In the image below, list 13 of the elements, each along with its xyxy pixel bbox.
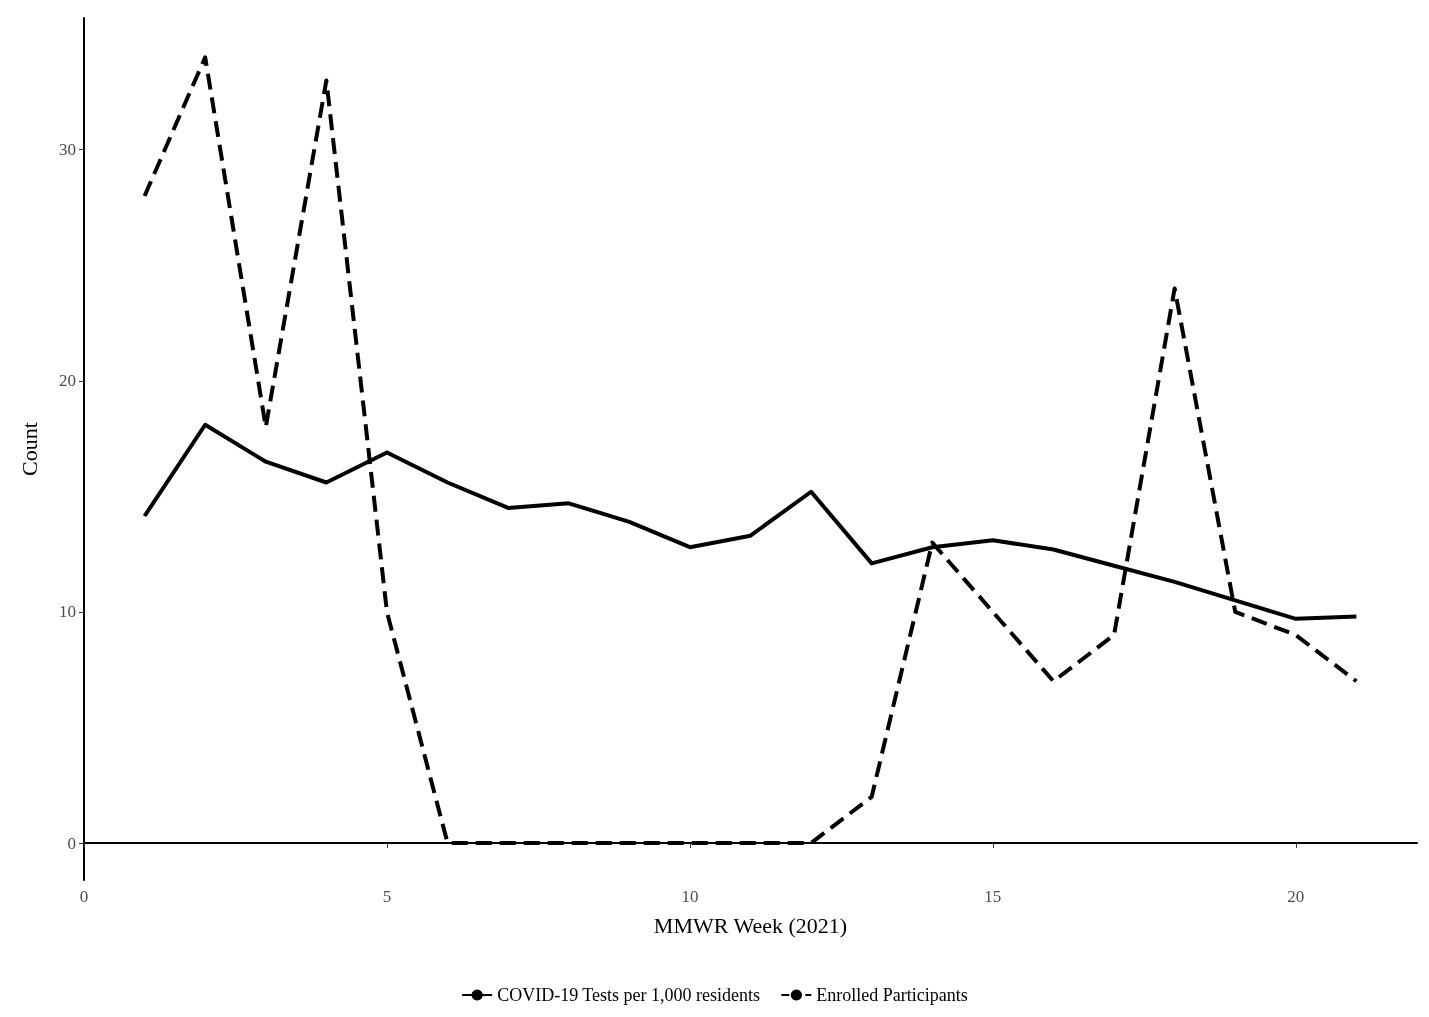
x-tick-label: 15	[984, 887, 1002, 906]
y-tick-label: 20	[59, 371, 76, 391]
y-tick-label: 0	[67, 833, 76, 853]
x-tick-label: 20	[1287, 887, 1305, 906]
legend-label: Enrolled Participants	[816, 985, 968, 1005]
x-tick-label: 10	[681, 887, 699, 906]
legend-label: COVID-19 Tests per 1,000 residents	[497, 985, 761, 1005]
x-tick-label: 0	[79, 887, 89, 906]
x-axis-title: MMWR Week (2021)	[653, 912, 848, 938]
y-tick-label: 30	[59, 140, 76, 160]
y-axis-title: Count	[16, 422, 42, 476]
x-tick-label: 5	[382, 887, 392, 906]
y-tick-label: 10	[59, 602, 76, 622]
